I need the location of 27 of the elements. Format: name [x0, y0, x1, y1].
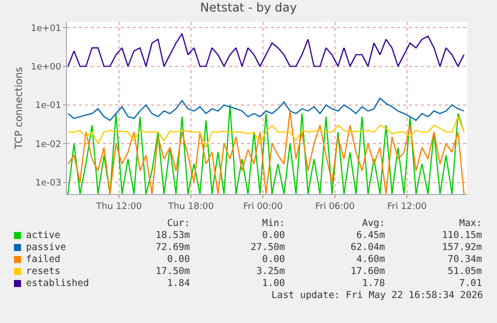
text: 17.50m 3.25m 17.60m 51.05m [156, 266, 482, 277]
y-tick-label: 1e-01 [35, 101, 62, 112]
legend-label: resets [26, 266, 60, 277]
y-tick-label: 1e+00 [30, 62, 62, 72]
x-tick-label: Fri 06:00 [315, 202, 356, 212]
line-series [67, 33, 465, 67]
x-tick-label: Thu 12:00 [95, 202, 142, 212]
x-tick-label: Thu 18:00 [167, 202, 214, 212]
legend-label: active [26, 230, 60, 241]
y-axis-title: TCP connections [14, 66, 25, 150]
legend-label: failed [26, 254, 60, 265]
text: Last update: Fri May 22 16:58:34 2026 [271, 290, 483, 301]
text: 1.84 1.00 1.78 7.01 [167, 278, 482, 289]
text: 18.53m 0.00 6.45m 110.15m [156, 230, 482, 241]
text: 72.69m 27.50m 62.04m 157.92m [156, 242, 482, 253]
y-tick-label: 1e-02 [35, 140, 62, 150]
y-tick-label: 1e-03 [35, 178, 62, 189]
line-series [67, 98, 465, 121]
y-tick-label: 1e+01 [30, 24, 62, 34]
legend-label: established [26, 278, 89, 289]
text: Cur: Min: Avg: Max: [167, 218, 482, 229]
line-series [67, 116, 465, 148]
chart-title: Netstat - by day [200, 0, 297, 15]
x-tick-label: Fri 12:00 [387, 202, 428, 212]
legend-label: passive [26, 242, 66, 253]
text: 0.00 0.00 4.60m 70.34m [167, 254, 482, 265]
x-tick-label: Fri 00:00 [243, 202, 284, 212]
